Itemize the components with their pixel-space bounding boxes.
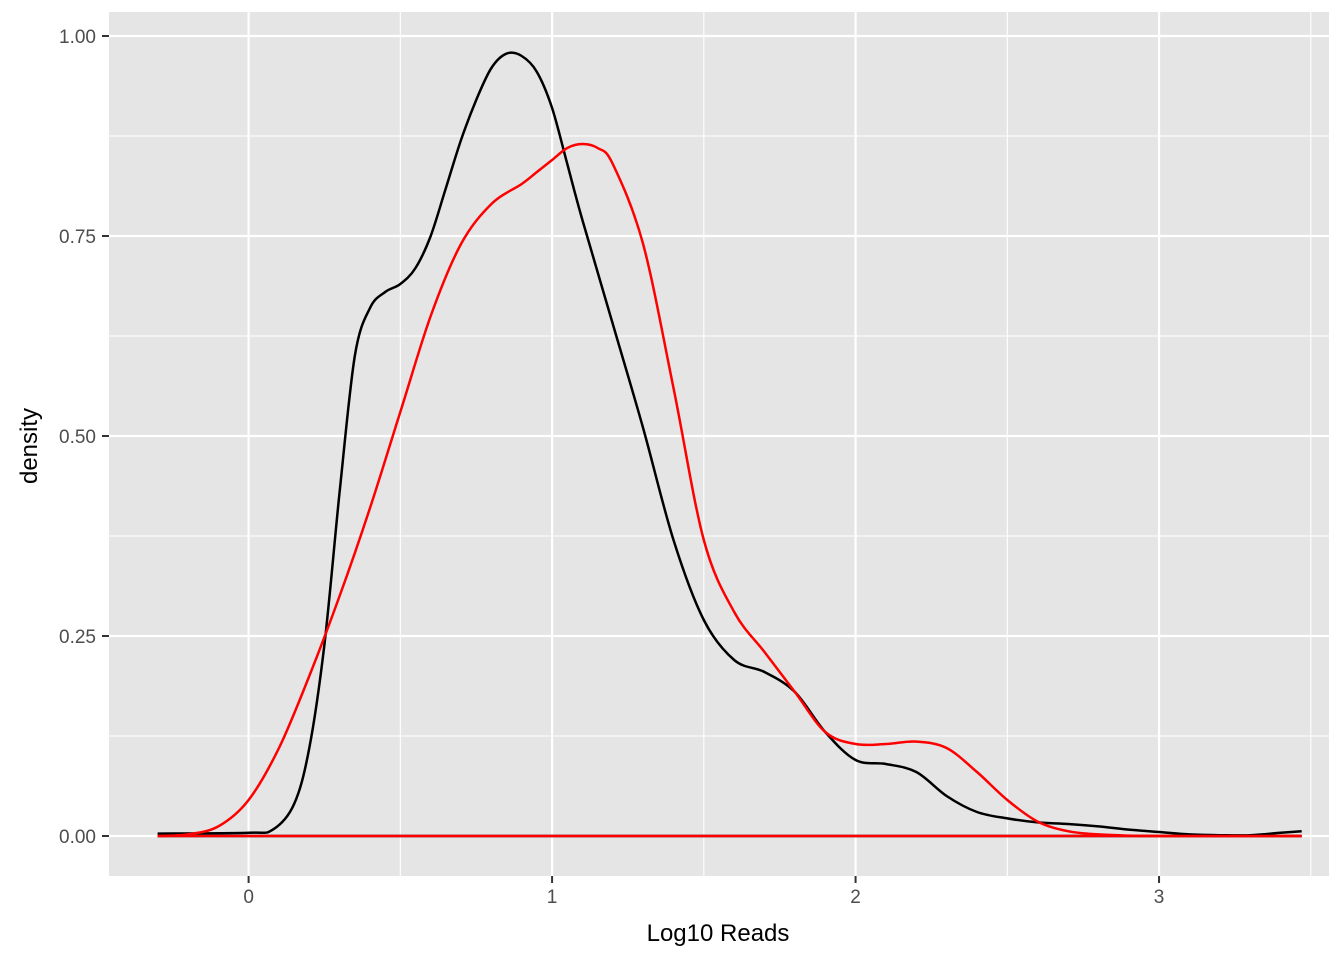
y-tick-label: 0.75	[59, 227, 96, 248]
y-tick-label: 0.50	[59, 427, 96, 448]
series-1-density-line	[157, 51, 1302, 837]
y-axis-title: density	[16, 408, 43, 484]
x-axis-title: Log10 Reads	[647, 920, 790, 947]
x-axis: 0 1 2 3	[243, 876, 1164, 908]
x-tick-label: 1	[547, 887, 558, 908]
x-tick-label: 2	[850, 887, 861, 908]
series-2-density-line	[157, 142, 1302, 838]
y-tick-label: 0.25	[59, 627, 96, 648]
density-series	[157, 51, 1302, 838]
y-tick-label: 0.00	[59, 827, 96, 848]
y-tick-label: 1.00	[59, 27, 96, 48]
y-axis: 0.00 0.25 0.50 0.75 1.00	[59, 27, 109, 848]
x-tick-label: 3	[1154, 887, 1165, 908]
plot-panel	[109, 12, 1329, 876]
x-tick-label: 0	[243, 887, 254, 908]
